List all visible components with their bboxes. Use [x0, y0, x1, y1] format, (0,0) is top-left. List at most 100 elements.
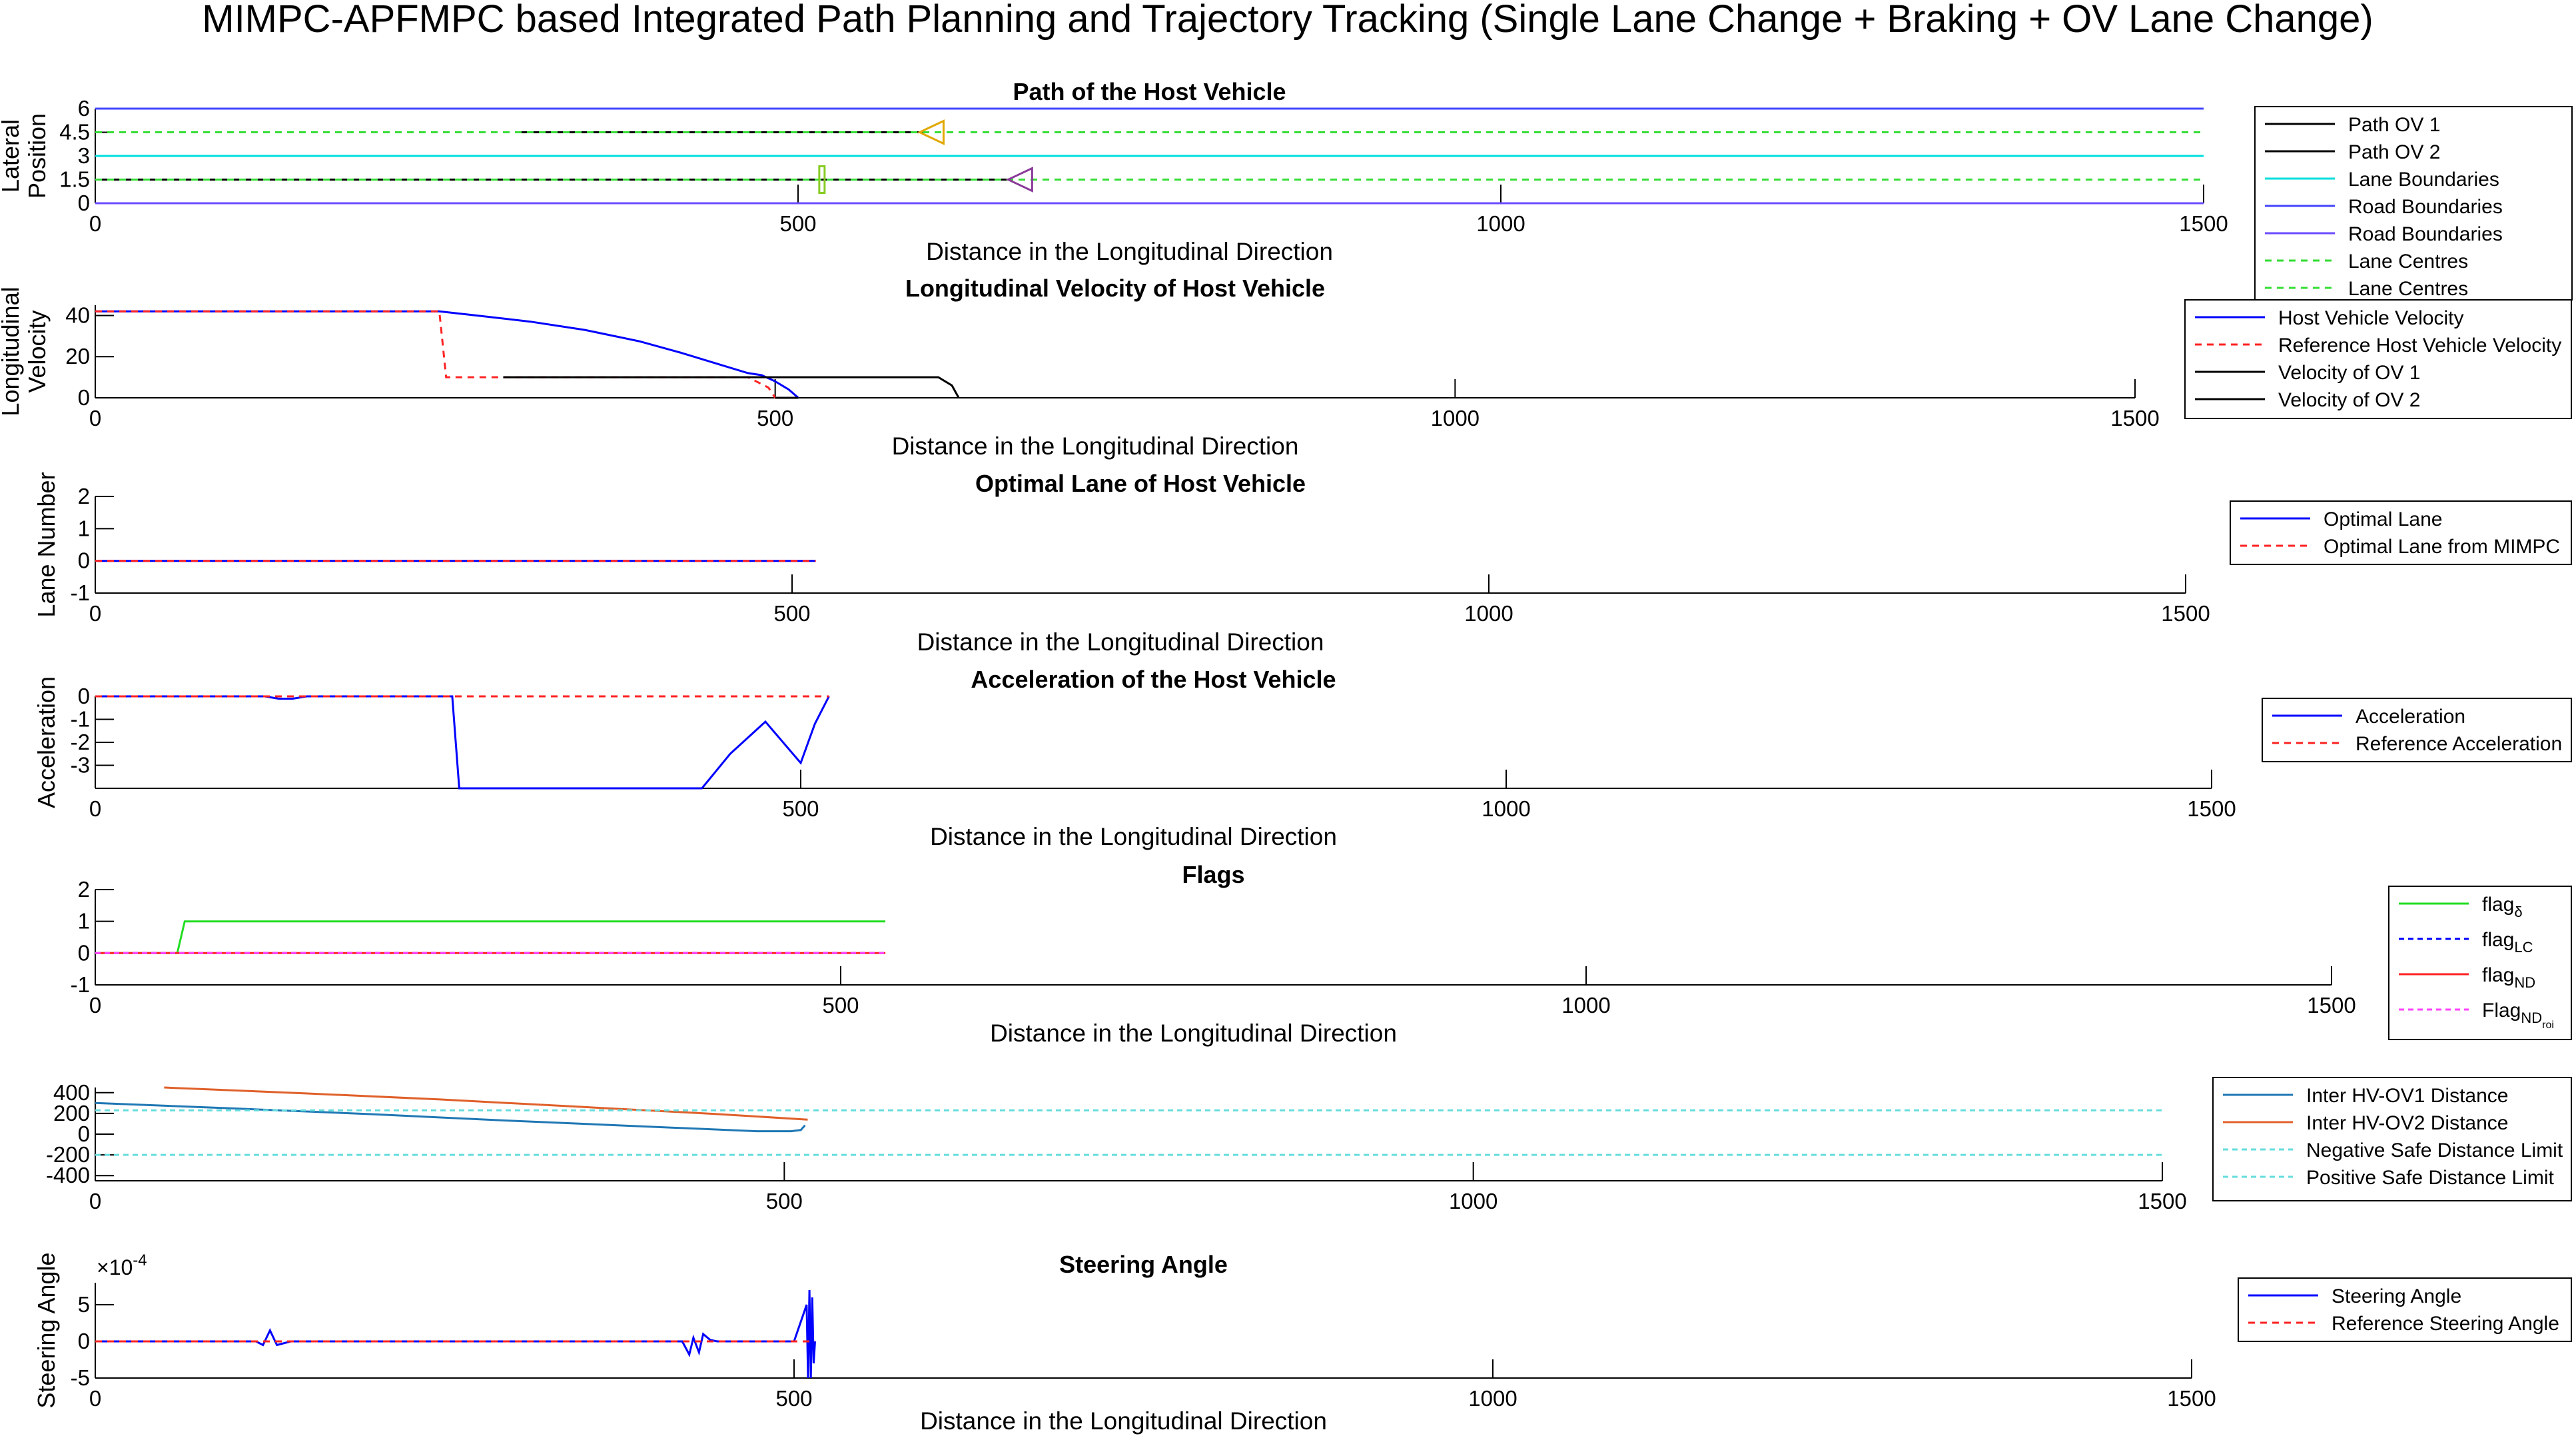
y-tick-label: 5 [78, 1292, 90, 1317]
legend-box [2254, 106, 2573, 301]
x-tick-label: 500 [766, 1189, 803, 1213]
legend-entry-subscript: LC [2514, 939, 2533, 956]
y-tick-label: -5 [71, 1365, 90, 1390]
x-tick-label: 500 [822, 993, 859, 1018]
series-group [95, 920, 886, 954]
x-tick-label: 1500 [2179, 211, 2228, 236]
x-tick-label: 1500 [2167, 1386, 2216, 1411]
legend-entry: Negative Safe Distance Limit [2306, 1139, 2563, 1161]
legend-entry: Reference Host Vehicle Velocity [2278, 335, 2561, 357]
legend: Steering Angle Reference Steering Angle [2238, 1277, 2572, 1342]
y-axis-label: Lane Number [33, 472, 60, 617]
legend-box [2212, 1077, 2572, 1201]
legend-box [2230, 500, 2572, 565]
x-tick-label: 1000 [1476, 211, 1525, 236]
x-tick-label: 0 [89, 406, 101, 430]
legend-entry: Lane Centres [2348, 278, 2468, 300]
x-axis-label: Distance in the Longitudinal Direction [920, 1407, 1327, 1435]
host-marker [818, 165, 826, 194]
y-tick-label: -1 [71, 580, 90, 605]
series-group [95, 1289, 816, 1379]
legend-entry: Optimal Lane [2324, 508, 2442, 530]
legend-entry: Optimal Lane from MIMPC [2324, 536, 2560, 558]
x-tick-label: 1500 [2161, 601, 2210, 626]
legend: Optimal Lane Optimal Lane from MIMPC [2230, 500, 2572, 565]
y-tick-label: 200 [53, 1101, 90, 1125]
legend-entry: Steering Angle [2332, 1285, 2461, 1307]
x-tick-label: 500 [757, 406, 793, 430]
y-axis-label: Lateral [0, 119, 24, 193]
y-tick-label: 1 [78, 909, 90, 934]
legend-entry-subscript: ND [2521, 1010, 2542, 1026]
x-tick-label: 1000 [1464, 601, 1513, 626]
legend-entry: Host Vehicle Velocity [2278, 307, 2463, 329]
y-axis-label: Acceleration [33, 676, 60, 808]
legend-entry-subscript: ND [2514, 974, 2535, 991]
legend: Inter HV-OV1 Distance Inter HV-OV2 Distan… [2212, 1077, 2572, 1201]
y-axis-label: Position [23, 113, 51, 199]
chart-panel-2: 0 500 1000 1500 0 20 40 Longitudinal Velocity o… [0, 275, 2572, 460]
y-tick-label: 1.5 [59, 167, 90, 192]
y-tick-label: -2 [71, 730, 90, 754]
x-axis-label: Distance in the Longitudinal Direction [990, 1020, 1397, 1047]
legend-entry-subscript: roi [2542, 1020, 2554, 1031]
chart-title: Steering Angle [1059, 1251, 1228, 1278]
legend-entry: Velocity of OV 2 [2278, 389, 2420, 411]
ov1-marker [917, 119, 945, 145]
legend-box [2388, 886, 2572, 1040]
x-tick-label: 1000 [1482, 796, 1530, 821]
legend-entry: Inter HV-OV2 Distance [2306, 1112, 2508, 1134]
x-tick-label: 500 [773, 601, 810, 626]
y-exponent-label: ×10-4 [97, 1251, 147, 1279]
chart-title: Acceleration of the Host Vehicle [971, 666, 1336, 693]
series-group [95, 107, 2204, 205]
legend-entry: Path OV 2 [2348, 141, 2440, 163]
x-tick-label: 0 [89, 1189, 101, 1213]
y-tick-label: 0 [78, 940, 90, 965]
legend-entry: Reference Steering Angle [2332, 1313, 2559, 1335]
y-axis-label: Velocity [23, 310, 51, 392]
figure-title: MIMPC-APFMPC based Integrated Path Plann… [202, 0, 2373, 41]
chart-title: Path of the Host Vehicle [1013, 78, 1286, 105]
x-tick-label: 1000 [1468, 1386, 1517, 1411]
y-tick-label: 0 [78, 1121, 90, 1146]
x-axis-label: Distance in the Longitudinal Direction [892, 432, 1299, 460]
x-tick-label: 1500 [2187, 796, 2236, 821]
y-tick-label: 400 [53, 1080, 90, 1105]
x-tick-label: 500 [782, 796, 819, 821]
legend: Path OV 1 Path OV 2 Lane Boundaries Road Bo… [2254, 106, 2573, 301]
x-tick-label: 0 [89, 211, 101, 236]
legend-entry: Lane Centres [2348, 251, 2468, 273]
x-tick-label: 0 [89, 993, 101, 1018]
y-tick-label: -200 [46, 1142, 90, 1167]
legend: Host Vehicle Velocity Reference Host Vehi… [2184, 299, 2572, 419]
y-tick-label: 6 [78, 96, 90, 121]
y-tick-label: 40 [65, 303, 90, 327]
x-axis-label: Distance in the Longitudinal Direction [917, 628, 1324, 656]
y-tick-label: 2 [78, 877, 90, 902]
legend: Acceleration Reference Acceleration [2262, 698, 2572, 762]
legend-entry: Acceleration [2356, 706, 2465, 728]
series-line-1 [95, 310, 799, 399]
x-tick-label: 0 [89, 601, 101, 626]
legend-entry: Road Boundaries [2348, 223, 2503, 245]
chart-title: Optimal Lane of Host Vehicle [975, 470, 1306, 497]
legend-entry: Lane Boundaries [2348, 169, 2499, 191]
y-tick-label: 0 [78, 385, 90, 410]
y-tick-label: 4.5 [59, 120, 90, 145]
y-tick-label: -1 [71, 707, 90, 732]
x-tick-label: 1500 [2138, 1189, 2186, 1213]
y-tick-label: -1 [71, 972, 90, 997]
series-group [95, 695, 830, 790]
series-line-2 [164, 1086, 808, 1121]
series-line-2 [95, 310, 776, 398]
legend-entry: Road Boundaries [2348, 196, 2503, 218]
series-line-1 [95, 1101, 806, 1133]
legend-box [2238, 1277, 2572, 1342]
